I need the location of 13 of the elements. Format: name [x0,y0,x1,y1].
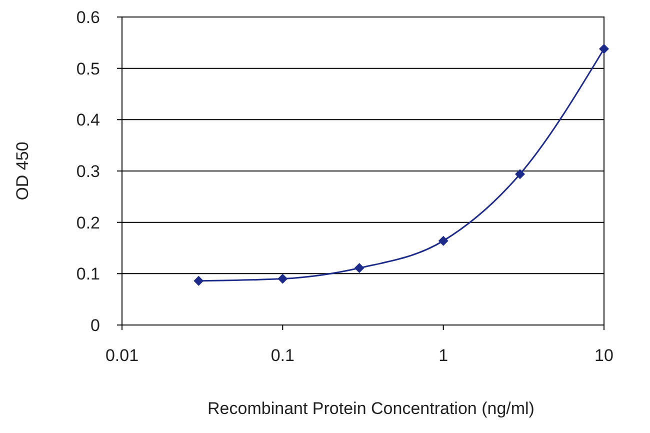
y-tick-label: 0.5 [76,59,100,78]
x-tick-label: 0.01 [105,346,139,365]
y-tick-label: 0.4 [76,110,100,130]
x-tick-label: 0.1 [270,346,294,365]
y-tick-label: 0.3 [76,162,100,181]
y-axis-title: OD 450 [13,142,32,200]
x-tick-label: 10 [594,346,614,365]
y-tick-label: 0.1 [76,264,100,284]
y-tick-label: 0.2 [76,213,100,232]
y-tick-label: 0 [90,316,100,335]
y-tick-label: 0.6 [76,8,100,27]
x-tick-label: 1 [438,346,448,365]
x-axis-title: Recombinant Protein Concentration (ng/ml) [208,399,534,418]
